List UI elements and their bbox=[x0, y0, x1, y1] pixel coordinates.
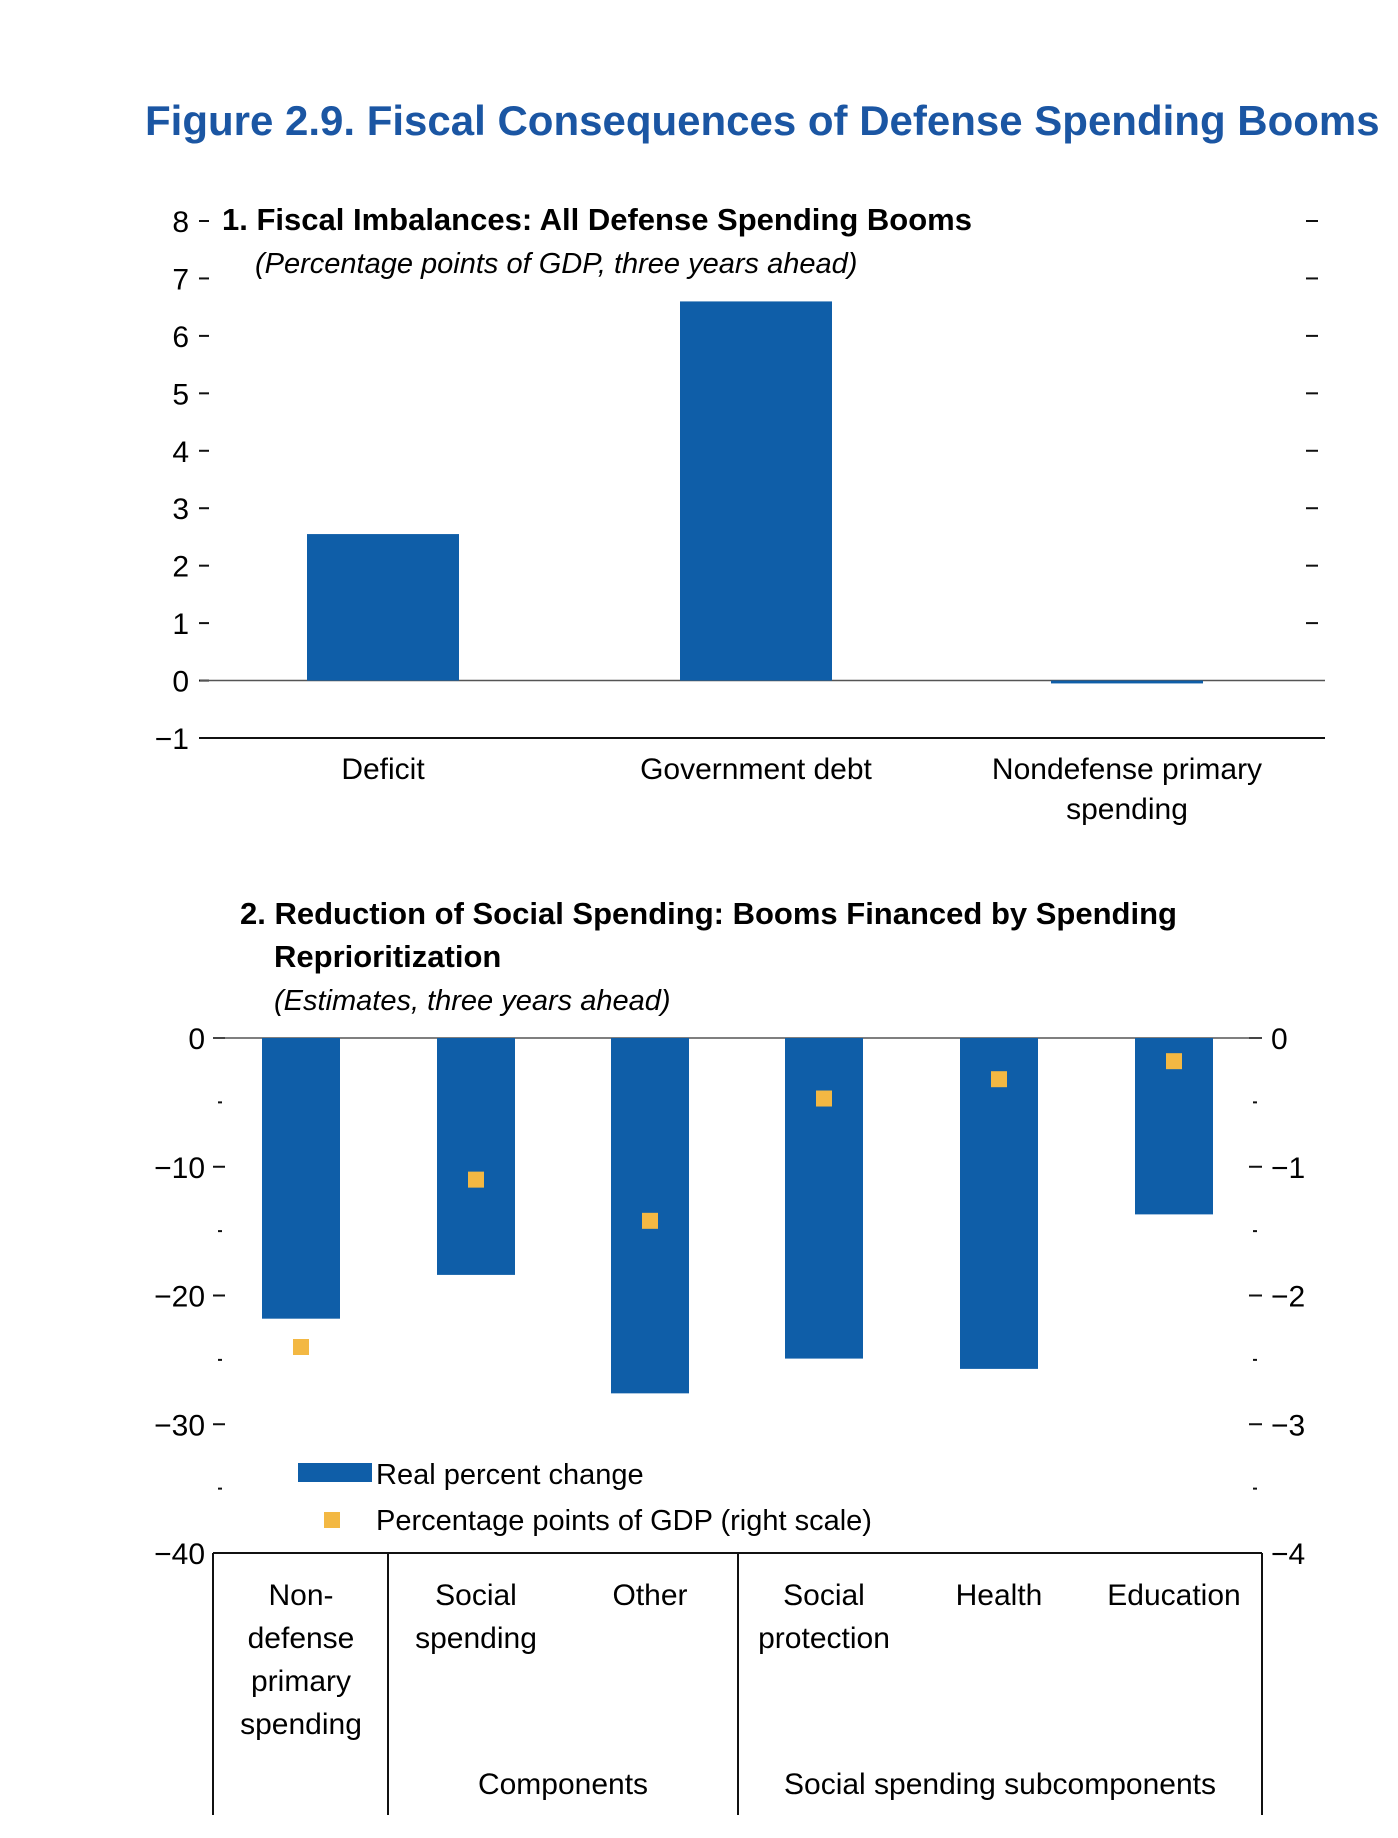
panel2-ytick-label-left: −10 bbox=[154, 1152, 205, 1185]
panel2-category-label: Social bbox=[783, 1579, 865, 1612]
panel1-ytick-label: −1 bbox=[155, 723, 189, 756]
panel2-ytick-label-right: −2 bbox=[1271, 1281, 1305, 1314]
panel2-ytick-label-right: −3 bbox=[1271, 1409, 1305, 1442]
panel1-ytick-label: 8 bbox=[172, 206, 189, 239]
panel2-category-label: protection bbox=[758, 1622, 890, 1655]
panel2-marker-4 bbox=[991, 1071, 1007, 1088]
panel1-category-label: spending bbox=[1066, 793, 1188, 826]
panel2-bar-4 bbox=[960, 1038, 1038, 1369]
panel2-category-label: defense bbox=[248, 1622, 355, 1655]
panel2-group-label-components: Components bbox=[478, 1768, 648, 1801]
panel1-title: 1. Fiscal Imbalances: All Defense Spendi… bbox=[222, 202, 972, 237]
panel2-title-line1: 2. Reduction of Social Spending: Booms F… bbox=[240, 896, 1177, 931]
panel2-marker-3 bbox=[816, 1090, 832, 1107]
panel2-ytick-label-left: −30 bbox=[154, 1409, 205, 1442]
panel1-category-label: Government debt bbox=[640, 753, 872, 786]
panel1-category-label: Nondefense primary bbox=[992, 753, 1262, 786]
panel2-category-label: spending bbox=[240, 1708, 362, 1741]
panel-fiscal-imbalances: 1. Fiscal Imbalances: All Defense Spendi… bbox=[155, 202, 1325, 826]
panel2-ytick-label-right: −1 bbox=[1271, 1152, 1305, 1185]
panel2-category-label: Health bbox=[956, 1579, 1043, 1612]
panel2-marker-2 bbox=[642, 1212, 658, 1229]
panel2-bars bbox=[262, 1038, 1213, 1394]
legend-label-bar: Real percent change bbox=[376, 1459, 644, 1491]
panel1-bar-2 bbox=[1051, 680, 1203, 684]
panel2-ytick-label-left: −20 bbox=[154, 1281, 205, 1314]
panel2-marker-1 bbox=[468, 1171, 484, 1188]
panel2-bar-3 bbox=[785, 1038, 863, 1359]
panel1-ytick-label: 1 bbox=[172, 608, 189, 641]
legend: Real percent change Percentage points of… bbox=[298, 1459, 872, 1537]
panel1-ytick-label: 5 bbox=[172, 378, 189, 411]
panel2-category-label: Other bbox=[612, 1579, 687, 1612]
panel2-ytick-label-right: −4 bbox=[1271, 1538, 1305, 1571]
panel2-axes: 0 −10 −20 −30 −40 0 −1 −2 −3 −4 bbox=[154, 1023, 1305, 1571]
panel1-ytick-label: 2 bbox=[172, 551, 189, 584]
figure-title: Figure 2.9. Fiscal Consequences of Defen… bbox=[145, 97, 1380, 144]
panel2-category-label: Education bbox=[1107, 1579, 1240, 1612]
panel1-bar-1 bbox=[680, 301, 832, 681]
panel-social-spending: 2. Reduction of Social Spending: Booms F… bbox=[154, 896, 1305, 1815]
panel2-marker-5 bbox=[1166, 1053, 1182, 1070]
panel1-bar-0 bbox=[307, 534, 459, 681]
panel2-title-line2: Reprioritization bbox=[274, 939, 501, 974]
panel2-ytick-label-left: −40 bbox=[154, 1538, 205, 1571]
panel2-subtitle: (Estimates, three years ahead) bbox=[274, 985, 671, 1017]
legend-label-marker: Percentage points of GDP (right scale) bbox=[376, 1505, 872, 1537]
panel2-group-label-subcomponents: Social spending subcomponents bbox=[784, 1768, 1216, 1801]
panel2-category-frame bbox=[212, 1552, 1263, 1815]
legend-swatch-marker bbox=[324, 1512, 340, 1528]
panel2-category-label: Non- bbox=[268, 1579, 333, 1612]
panel1-category-label: Deficit bbox=[341, 753, 425, 786]
panel1-ytick-label: 4 bbox=[172, 436, 189, 469]
legend-swatch-bar bbox=[298, 1463, 372, 1482]
panel2-marker-0 bbox=[293, 1339, 309, 1355]
panel2-category-labels: Non-defense primary spending Social spending… bbox=[240, 1579, 1241, 1801]
panel2-ytick-label-right: 0 bbox=[1271, 1023, 1288, 1056]
panel1-bars bbox=[307, 301, 1203, 684]
panel2-category-label: spending bbox=[415, 1622, 537, 1655]
panel2-category-label: Social bbox=[435, 1579, 517, 1612]
panel2-markers bbox=[293, 1053, 1182, 1355]
panel1-ytick-label: 0 bbox=[172, 666, 189, 699]
panel1-category-labels: Deficit Government debt Nondefense primary… bbox=[341, 753, 1262, 826]
panel1-ytick-label: 3 bbox=[172, 493, 189, 526]
panel2-bar-1 bbox=[437, 1038, 515, 1275]
panel2-category-label: primary bbox=[251, 1665, 351, 1698]
panel2-ytick-label-left: 0 bbox=[188, 1023, 205, 1056]
panel1-ytick-label: 7 bbox=[172, 263, 189, 296]
panel2-bar-0 bbox=[262, 1038, 340, 1319]
panel1-ytick-label: 6 bbox=[172, 321, 189, 354]
panel1-subtitle: (Percentage points of GDP, three years a… bbox=[255, 248, 857, 280]
